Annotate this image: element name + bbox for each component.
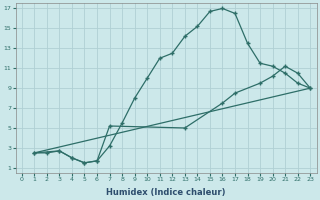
X-axis label: Humidex (Indice chaleur): Humidex (Indice chaleur) — [106, 188, 226, 197]
